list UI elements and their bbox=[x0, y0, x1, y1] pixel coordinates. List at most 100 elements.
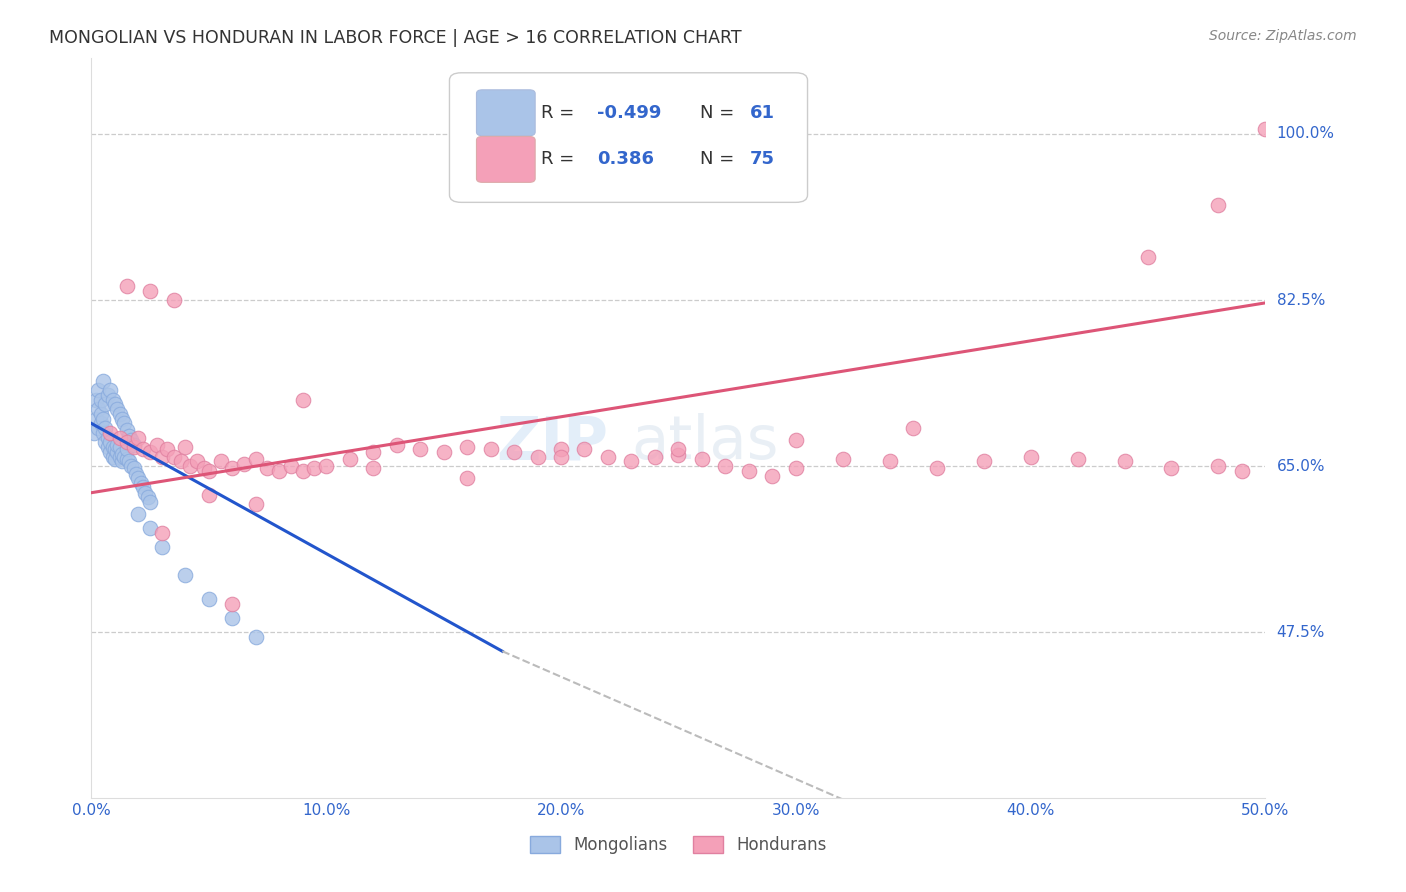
Point bbox=[104, 397, 127, 411]
Point bbox=[269, 464, 291, 478]
Text: Source: ZipAtlas.com: Source: ZipAtlas.com bbox=[1209, 29, 1357, 44]
Point bbox=[125, 467, 148, 481]
Point bbox=[136, 490, 159, 504]
Point bbox=[108, 450, 131, 464]
Point bbox=[291, 392, 314, 407]
Point bbox=[115, 423, 138, 437]
Point bbox=[233, 457, 256, 471]
Point bbox=[245, 497, 267, 511]
Point bbox=[105, 402, 128, 417]
Text: R =: R = bbox=[541, 151, 586, 169]
Point bbox=[150, 540, 173, 554]
Point bbox=[620, 454, 643, 468]
Point bbox=[550, 450, 572, 464]
Point bbox=[98, 435, 121, 450]
Point bbox=[179, 459, 201, 474]
Point bbox=[197, 464, 219, 478]
Point bbox=[690, 451, 713, 466]
Point bbox=[456, 440, 478, 454]
Point bbox=[315, 459, 337, 474]
Point bbox=[174, 440, 197, 454]
Text: -0.499: -0.499 bbox=[598, 103, 662, 122]
Point bbox=[245, 451, 267, 466]
Point bbox=[304, 461, 326, 475]
Point bbox=[112, 450, 135, 464]
Point bbox=[127, 431, 149, 445]
Point bbox=[84, 411, 107, 425]
Point bbox=[666, 448, 689, 462]
Text: 100.0%: 100.0% bbox=[1277, 127, 1334, 142]
Point bbox=[901, 421, 924, 435]
Point bbox=[831, 451, 853, 466]
Point bbox=[1230, 464, 1253, 478]
Point bbox=[94, 435, 117, 450]
Point bbox=[666, 442, 689, 456]
Point bbox=[432, 445, 454, 459]
Text: N =: N = bbox=[700, 103, 740, 122]
Point bbox=[115, 442, 138, 456]
Point bbox=[879, 454, 901, 468]
Point bbox=[221, 597, 243, 611]
Point bbox=[503, 445, 526, 459]
Legend: Mongolians, Hondurans: Mongolians, Hondurans bbox=[523, 829, 834, 861]
Point bbox=[91, 425, 114, 440]
Point bbox=[115, 451, 138, 466]
Point bbox=[1066, 451, 1088, 466]
Point bbox=[94, 397, 117, 411]
Point bbox=[146, 438, 169, 452]
Text: R =: R = bbox=[541, 103, 581, 122]
Point bbox=[925, 461, 948, 475]
Point bbox=[118, 429, 141, 443]
Point bbox=[785, 433, 807, 447]
Text: 75: 75 bbox=[749, 151, 775, 169]
Point bbox=[174, 568, 197, 582]
Text: atlas: atlas bbox=[631, 414, 779, 473]
Point bbox=[385, 438, 408, 452]
Point bbox=[111, 454, 134, 468]
Point bbox=[98, 445, 121, 459]
Point bbox=[127, 507, 149, 521]
Point bbox=[221, 611, 243, 625]
Point bbox=[98, 383, 121, 397]
Point bbox=[120, 433, 142, 447]
Point bbox=[186, 454, 208, 468]
Point bbox=[122, 461, 145, 475]
Point bbox=[245, 630, 267, 644]
Point bbox=[112, 417, 135, 431]
Point bbox=[98, 425, 121, 440]
Point bbox=[108, 440, 131, 454]
Point bbox=[162, 293, 184, 307]
FancyBboxPatch shape bbox=[477, 136, 536, 182]
Point bbox=[221, 461, 243, 475]
Point bbox=[291, 464, 314, 478]
Point bbox=[169, 454, 191, 468]
Point bbox=[84, 392, 107, 407]
Point bbox=[139, 445, 162, 459]
Point bbox=[87, 383, 110, 397]
Point bbox=[104, 442, 127, 456]
Point bbox=[714, 459, 737, 474]
Point bbox=[108, 407, 131, 421]
Point bbox=[87, 421, 110, 435]
Point bbox=[115, 435, 138, 450]
Point bbox=[409, 442, 432, 456]
Point bbox=[132, 442, 155, 456]
Point bbox=[91, 411, 114, 425]
Point bbox=[574, 442, 596, 456]
FancyBboxPatch shape bbox=[450, 73, 807, 202]
Point bbox=[193, 461, 215, 475]
Point bbox=[479, 442, 502, 456]
Point bbox=[129, 476, 152, 491]
Point bbox=[101, 392, 124, 407]
Point bbox=[1160, 461, 1182, 475]
Point bbox=[150, 525, 173, 540]
Point bbox=[361, 445, 384, 459]
Point bbox=[150, 450, 173, 464]
Point bbox=[155, 442, 177, 456]
Point bbox=[139, 284, 162, 298]
Point bbox=[90, 407, 112, 421]
Point bbox=[456, 470, 478, 484]
Point bbox=[87, 402, 110, 417]
Text: 61: 61 bbox=[749, 103, 775, 122]
Point bbox=[105, 445, 128, 459]
